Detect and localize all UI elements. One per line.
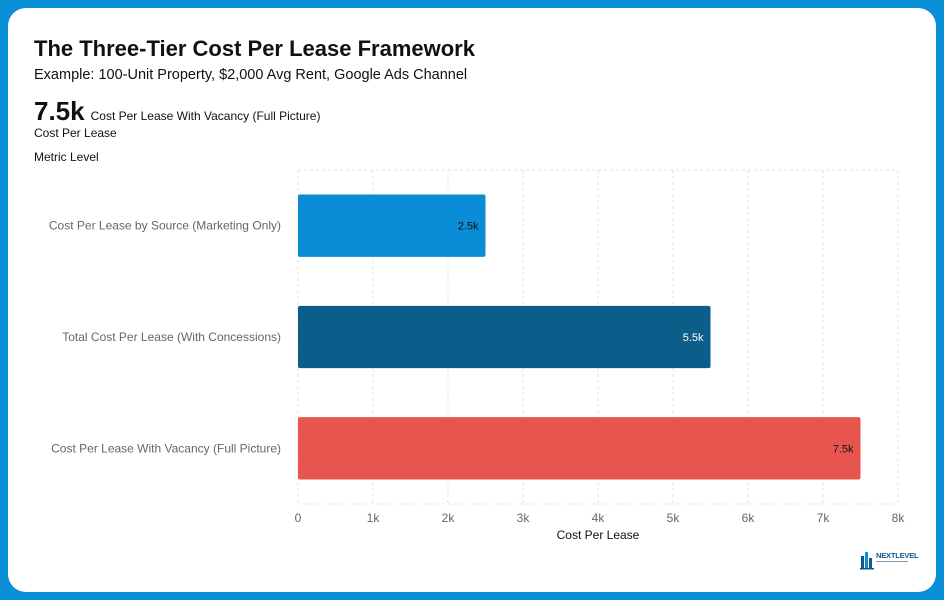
x-tick-label: 3k (517, 511, 531, 525)
bar (298, 305, 711, 369)
x-tick-label: 6k (742, 511, 756, 525)
x-tick-label: 7k (817, 511, 831, 525)
category-label: Cost Per Lease With Vacancy (Full Pictur… (51, 441, 281, 455)
x-tick-label: 5k (667, 511, 681, 525)
category-label: Total Cost Per Lease (With Concessions) (62, 330, 281, 344)
x-tick-label: 0 (295, 511, 302, 525)
x-tick-label: 1k (367, 511, 381, 525)
kpi-caption: Cost Per Lease (34, 126, 117, 140)
y-axis-title: Metric Level (34, 150, 99, 164)
nextlevel-logo: NEXTLEVEL (860, 548, 919, 570)
logo-mark-icon (860, 552, 874, 570)
bar (298, 194, 486, 257)
logo-underline (876, 561, 908, 562)
kpi-value: 7.5k (34, 96, 85, 126)
bar-data-label: 7.5k (833, 443, 854, 455)
bar (298, 417, 861, 480)
x-tick-label: 4k (592, 511, 606, 525)
bar-chart: 0 1k 2k 3k 4k 5k 6k 7k 8k Cost Per Lease 2.5k Cost … (49, 169, 906, 542)
chart-subtitle: Example: 100-Unit Property, $2,000 Avg R… (34, 67, 468, 83)
x-tick-label: 8k (892, 511, 906, 525)
logo-text: NEXTLEVEL (876, 551, 919, 560)
x-axis-title: Cost Per Lease (557, 528, 640, 542)
bar-data-label: 5.5k (683, 332, 704, 344)
kpi-label: Cost Per Lease With Vacancy (Full Pictur… (90, 109, 321, 123)
category-label: Cost Per Lease by Source (Marketing Only… (49, 219, 281, 233)
x-tick-label: 2k (442, 511, 456, 525)
kpi-row: 7.5k Cost Per Lease With Vacancy (Full P… (34, 96, 320, 127)
chart-title: The Three-Tier Cost Per Lease Framework (34, 36, 475, 61)
bar-data-label: 2.5k (458, 221, 479, 233)
chart-card: The Three-Tier Cost Per Lease Framework … (8, 8, 936, 592)
